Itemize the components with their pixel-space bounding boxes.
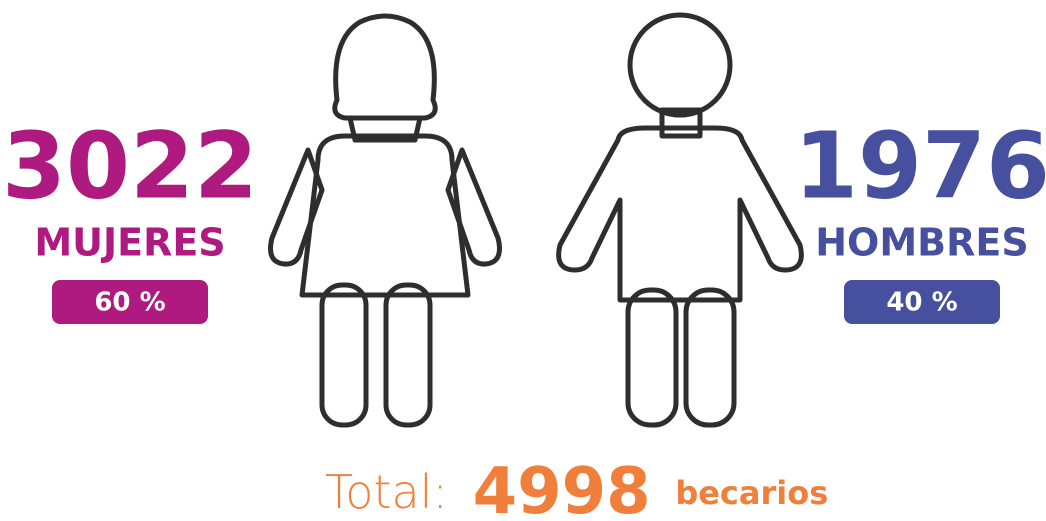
total-suffix: becarios [675, 474, 828, 512]
total: Total: 4998 becarios [325, 455, 828, 521]
percent-badge [52, 280, 208, 324]
count: 1976 [794, 112, 1046, 219]
figure [558, 15, 802, 425]
percent-label: 40 % [886, 288, 957, 318]
figure-fill [558, 261, 802, 425]
woman-outline [271, 16, 500, 425]
category-label: HOMBRES [815, 221, 1028, 265]
figure-base [558, 15, 802, 425]
man-outline [559, 15, 802, 425]
percent-badge [844, 280, 1000, 324]
total-value: 4998 [473, 455, 651, 521]
percent-label: 60 % [94, 288, 165, 318]
total-prefix: Total: [325, 465, 448, 519]
category-label: MUJERES [34, 221, 225, 265]
count: 3022 [2, 112, 258, 219]
